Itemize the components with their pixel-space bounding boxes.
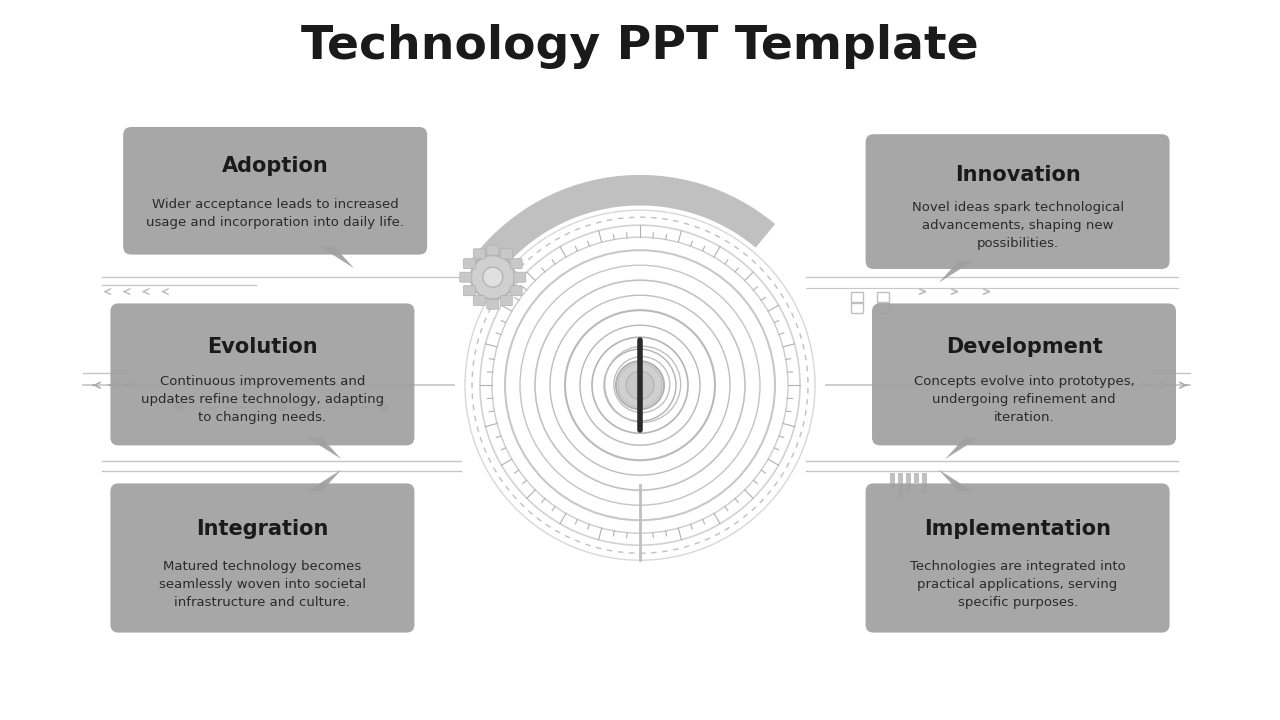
Circle shape (626, 372, 654, 399)
FancyBboxPatch shape (865, 483, 1170, 633)
FancyBboxPatch shape (110, 303, 415, 446)
FancyBboxPatch shape (922, 473, 927, 492)
Circle shape (483, 267, 503, 287)
Text: Adoption: Adoption (221, 156, 329, 176)
Polygon shape (320, 246, 355, 268)
FancyBboxPatch shape (500, 249, 512, 258)
Text: Integration: Integration (196, 518, 329, 539)
FancyBboxPatch shape (914, 473, 919, 483)
Text: Technologies are integrated into
practical applications, serving
specific purpos: Technologies are integrated into practic… (910, 560, 1125, 609)
FancyBboxPatch shape (110, 483, 415, 633)
Polygon shape (938, 470, 973, 491)
FancyBboxPatch shape (872, 303, 1176, 446)
FancyBboxPatch shape (513, 272, 526, 282)
Text: Evolution: Evolution (207, 337, 317, 356)
Polygon shape (945, 438, 979, 459)
Circle shape (380, 402, 388, 411)
Text: Technology PPT Template: Technology PPT Template (301, 24, 979, 69)
FancyBboxPatch shape (463, 258, 475, 269)
Text: Innovation: Innovation (955, 166, 1080, 186)
Text: Concepts evolve into prototypes,
undergoing refinement and
iteration.: Concepts evolve into prototypes, undergo… (914, 375, 1134, 424)
Text: Novel ideas spark technological
advancements, shaping new
possibilities.: Novel ideas spark technological advancem… (911, 201, 1124, 250)
FancyBboxPatch shape (486, 300, 499, 309)
Text: Implementation: Implementation (924, 518, 1111, 539)
Polygon shape (307, 470, 342, 491)
Circle shape (471, 255, 515, 300)
Text: Continuous improvements and
updates refine technology, adapting
to changing need: Continuous improvements and updates refi… (141, 375, 384, 424)
FancyBboxPatch shape (511, 286, 522, 296)
FancyBboxPatch shape (474, 296, 485, 305)
FancyBboxPatch shape (474, 249, 485, 258)
Polygon shape (938, 261, 973, 282)
Text: Development: Development (946, 337, 1102, 356)
Circle shape (278, 402, 285, 411)
FancyBboxPatch shape (897, 473, 902, 498)
FancyBboxPatch shape (511, 258, 522, 269)
Polygon shape (307, 438, 342, 459)
FancyBboxPatch shape (865, 134, 1170, 269)
FancyBboxPatch shape (460, 272, 472, 282)
FancyBboxPatch shape (486, 246, 499, 255)
FancyBboxPatch shape (463, 286, 475, 296)
Circle shape (175, 402, 183, 411)
Circle shape (618, 363, 662, 408)
FancyBboxPatch shape (890, 473, 895, 488)
FancyBboxPatch shape (906, 473, 910, 491)
FancyBboxPatch shape (123, 127, 428, 255)
Text: Wider acceptance leads to increased
usage and incorporation into daily life.: Wider acceptance leads to increased usag… (146, 197, 404, 229)
FancyBboxPatch shape (500, 296, 512, 305)
Text: Matured technology becomes
seamlessly woven into societal
infrastructure and cul: Matured technology becomes seamlessly wo… (159, 560, 366, 609)
